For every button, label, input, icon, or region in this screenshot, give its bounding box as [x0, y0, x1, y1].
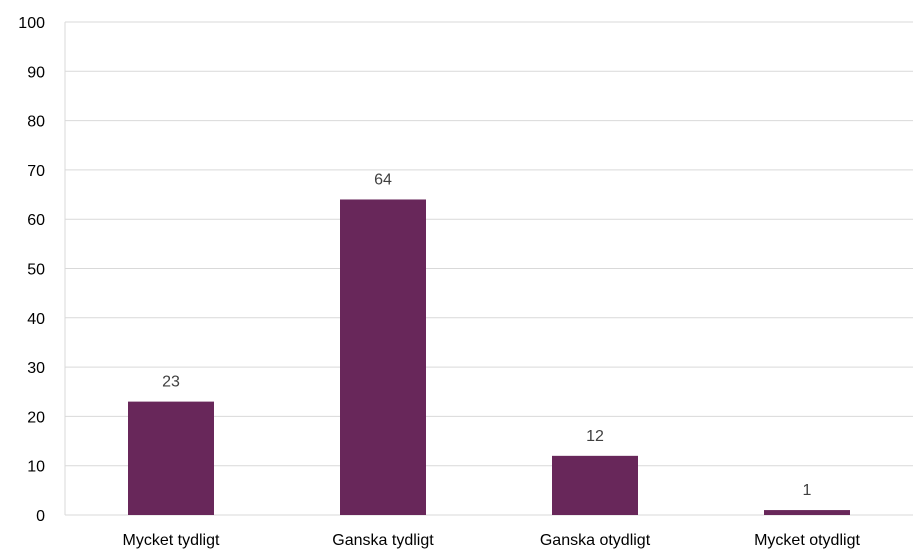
y-tick-label: 10 — [27, 459, 45, 476]
y-tick-label: 20 — [27, 409, 45, 426]
y-axis-ticks: 0 10 20 30 40 50 60 70 80 90 100 — [18, 15, 45, 525]
y-tick-label: 0 — [36, 508, 45, 525]
data-labels: 23 64 12 1 — [162, 171, 811, 499]
y-tick-label: 60 — [27, 212, 45, 229]
data-label: 23 — [162, 374, 180, 391]
bars — [128, 199, 850, 516]
data-label: 1 — [803, 482, 812, 499]
x-tick-label: Mycket otydligt — [754, 532, 860, 549]
y-tick-label: 90 — [27, 64, 45, 81]
y-tick-label: 80 — [27, 114, 45, 131]
bar — [340, 199, 426, 516]
y-tick-label: 70 — [27, 163, 45, 180]
y-tick-label: 100 — [18, 15, 45, 32]
bar — [552, 455, 638, 515]
y-tick-label: 30 — [27, 360, 45, 377]
x-tick-label: Ganska tydligt — [332, 532, 434, 549]
x-tick-label: Ganska otydligt — [540, 532, 651, 549]
data-label: 12 — [586, 428, 604, 445]
bar — [764, 510, 850, 515]
x-axis-ticks: Mycket tydligt Ganska tydligt Ganska otydl… — [123, 532, 861, 549]
x-tick-label: Mycket tydligt — [123, 532, 220, 549]
y-tick-label: 40 — [27, 311, 45, 328]
bar — [128, 401, 214, 515]
y-tick-label: 50 — [27, 262, 45, 279]
data-label: 64 — [374, 171, 392, 188]
